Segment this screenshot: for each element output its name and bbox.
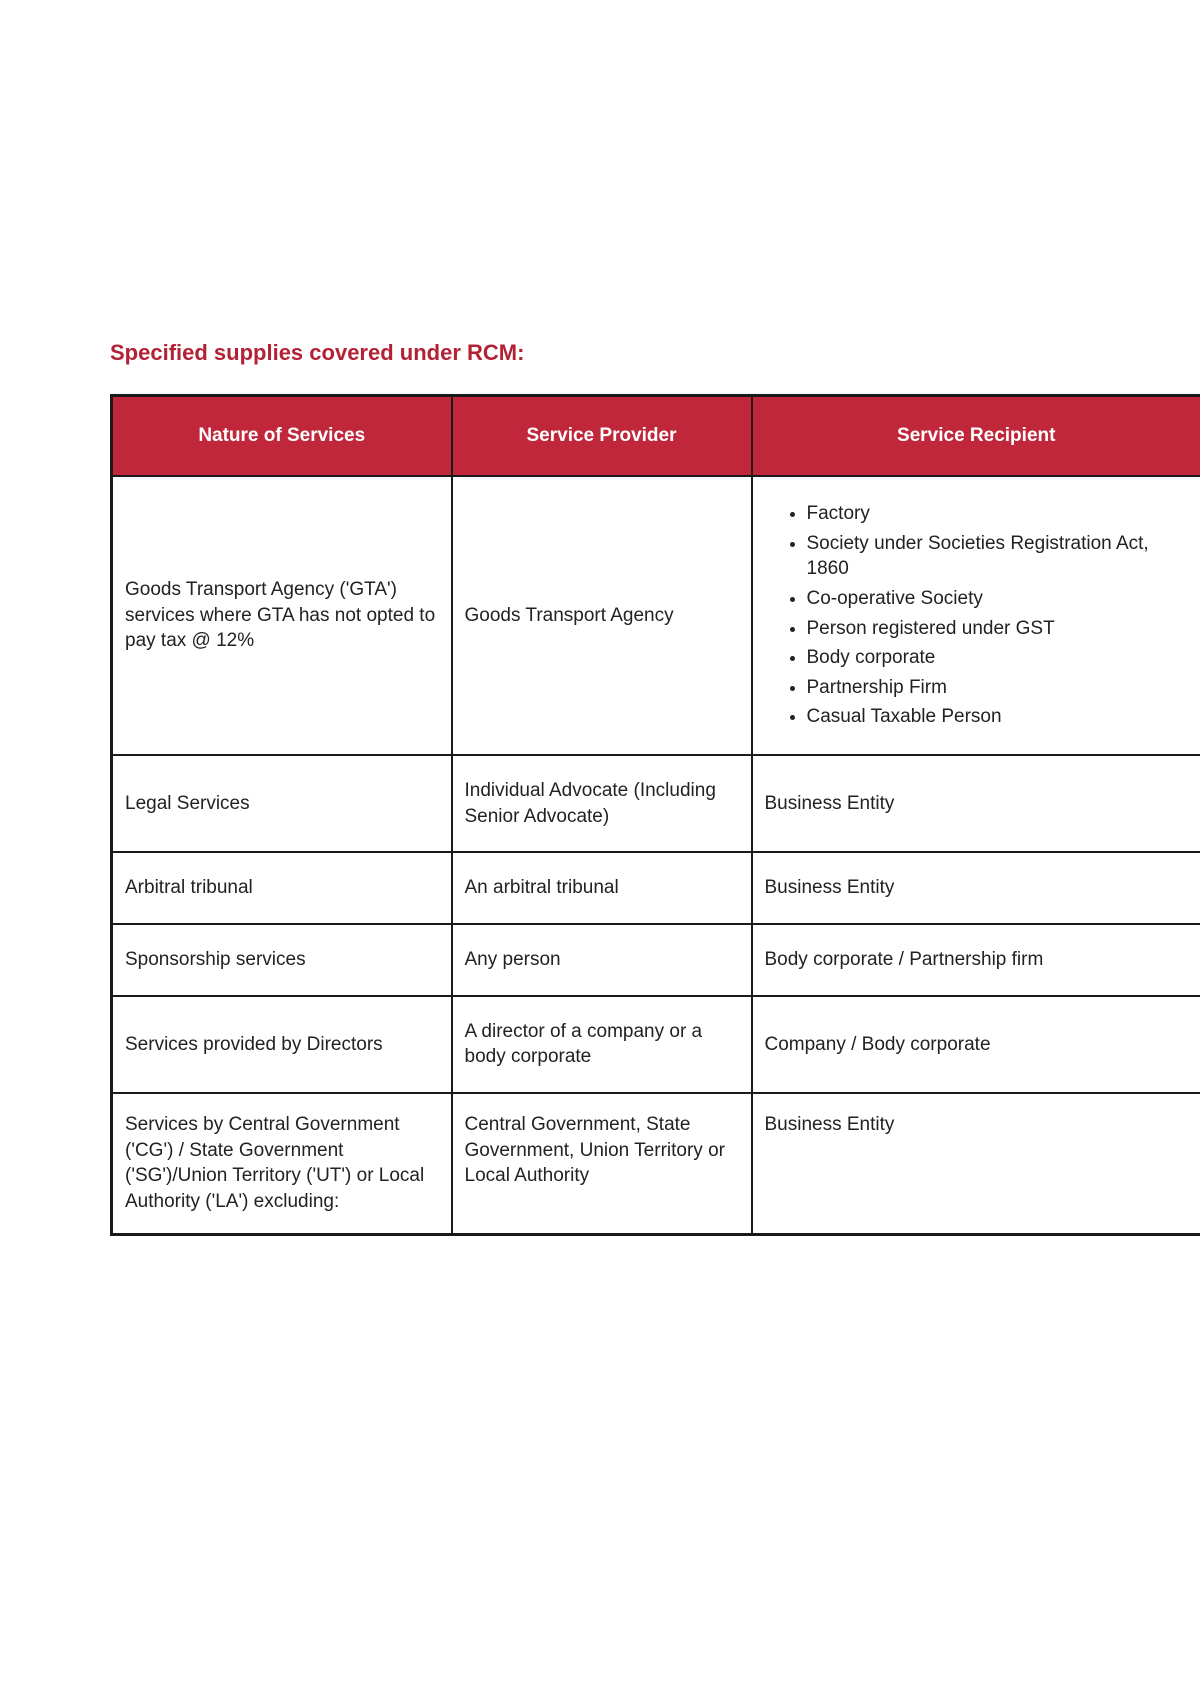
cell-provider: An arbitral tribunal [452,852,752,924]
th-recipient: Service Recipient [752,396,1200,477]
table-row: Legal ServicesIndividual Advocate (Inclu… [112,755,1200,852]
recipient-list-item: Factory [807,499,1189,529]
cell-recipient: Business Entity [752,852,1200,924]
page: Specified supplies covered under RCM: Na… [0,0,1200,1236]
recipient-list-item: Person registered under GST [807,614,1189,644]
recipient-list-item: Body corporate [807,643,1189,673]
table-row: Goods Transport Agency ('GTA') services … [112,476,1200,755]
table-row: Arbitral tribunalAn arbitral tribunalBus… [112,852,1200,924]
cell-nature: Services provided by Directors [112,996,452,1093]
recipient-list-item: Casual Taxable Person [807,702,1189,732]
cell-provider: Goods Transport Agency [452,476,752,755]
cell-provider: Central Government, State Government, Un… [452,1093,752,1234]
table-row: Sponsorship servicesAny personBody corpo… [112,924,1200,996]
page-title: Specified supplies covered under RCM: [110,340,1200,366]
rcm-table: Nature of Services Service Provider Serv… [110,394,1200,1236]
cell-nature: Goods Transport Agency ('GTA') services … [112,476,452,755]
recipient-list-item: Society under Societies Registration Act… [807,529,1189,584]
th-provider: Service Provider [452,396,752,477]
table-row: Services provided by DirectorsA director… [112,996,1200,1093]
cell-nature: Arbitral tribunal [112,852,452,924]
cell-nature: Legal Services [112,755,452,852]
cell-provider: Individual Advocate (Including Senior Ad… [452,755,752,852]
table-body: Goods Transport Agency ('GTA') services … [112,476,1200,1234]
recipient-list-item: Co-operative Society [807,584,1189,614]
cell-recipient: Business Entity [752,755,1200,852]
cell-recipient: Body corporate / Partnership firm [752,924,1200,996]
table-row: Services by Central Government ('CG') / … [112,1093,1200,1234]
th-nature: Nature of Services [112,396,452,477]
cell-recipient: Company / Body corporate [752,996,1200,1093]
cell-recipient: FactorySociety under Societies Registrat… [752,476,1200,755]
recipient-list: FactorySociety under Societies Registrat… [765,499,1189,732]
cell-provider: A director of a company or a body corpor… [452,996,752,1093]
cell-nature: Sponsorship services [112,924,452,996]
table-header-row: Nature of Services Service Provider Serv… [112,396,1200,477]
cell-recipient: Business Entity [752,1093,1200,1234]
cell-nature: Services by Central Government ('CG') / … [112,1093,452,1234]
recipient-list-item: Partnership Firm [807,673,1189,703]
cell-provider: Any person [452,924,752,996]
